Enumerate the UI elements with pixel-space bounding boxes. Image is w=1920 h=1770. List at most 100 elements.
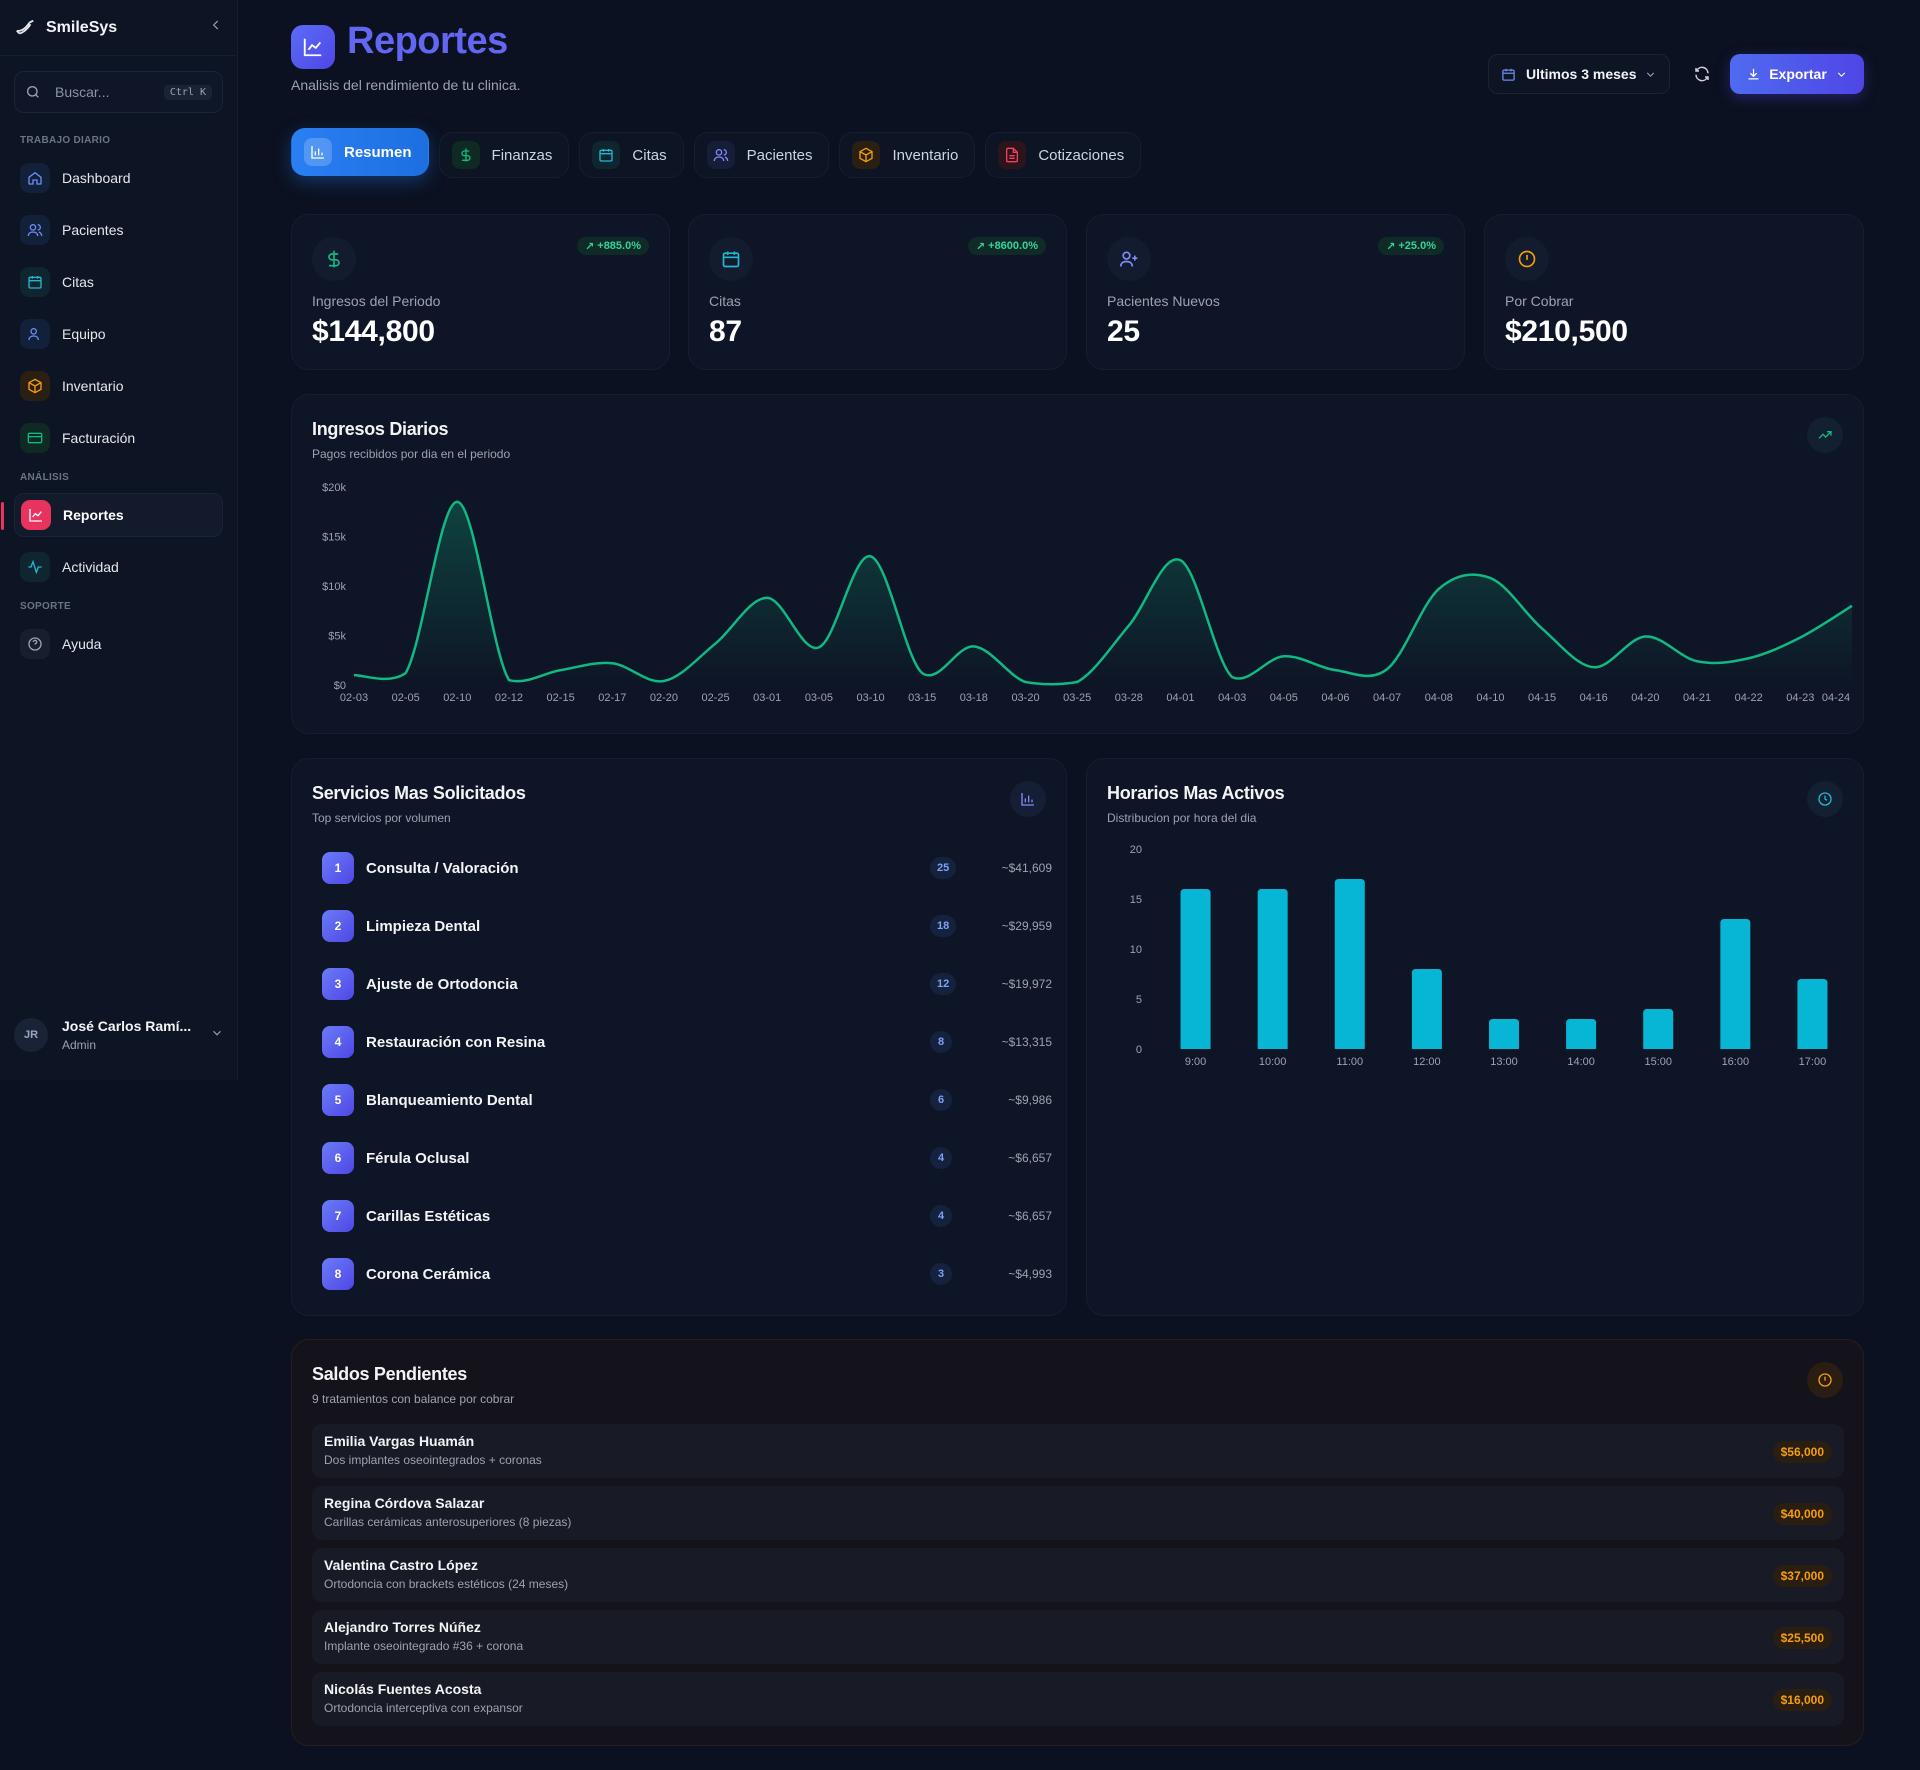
page-title-icon — [291, 25, 335, 69]
bar — [1720, 919, 1751, 1049]
rank-badge: 7 — [322, 1200, 354, 1232]
sidebar-item-actividad[interactable]: Actividad — [14, 545, 223, 589]
service-amount: ~$4,993 — [1008, 1267, 1052, 1281]
x-tick-label: 03-15 — [908, 692, 936, 704]
sidebar-item-facturacion[interactable]: Facturación — [14, 416, 223, 460]
sidebar-item-reportes[interactable]: Reportes — [1, 493, 223, 537]
activity-icon — [20, 552, 50, 582]
balance-amount: $16,000 — [1772, 1689, 1832, 1711]
x-tick-label: 02-10 — [443, 692, 471, 704]
card-title: Servicios Mas Solicitados — [312, 783, 526, 803]
x-tick-label: 04-23 — [1786, 692, 1814, 704]
patient-name: Alejandro Torres Núñez — [324, 1619, 481, 1635]
stat-card-income: ↗ +885.0% Ingresos del Periodo $144,800 — [291, 214, 670, 370]
change-badge: ↗ +25.0% — [1378, 237, 1444, 255]
sidebar-item-ayuda[interactable]: Ayuda — [14, 622, 223, 666]
balance-row[interactable]: Valentina Castro López Ortodoncia con bra… — [312, 1548, 1844, 1602]
tab-finanzas[interactable]: Finanzas — [438, 132, 570, 178]
y-tick-label: $20k — [322, 482, 346, 494]
chevron-down-icon — [1837, 71, 1845, 77]
x-tick-label: 15:00 — [1644, 1056, 1672, 1068]
stat-card-appointments: ↗ +8600.0% Citas 87 — [688, 214, 1067, 370]
sidebar-item-equipo[interactable]: Equipo — [14, 312, 223, 356]
data-point — [1024, 681, 1027, 684]
rank-badge: 6 — [322, 1142, 354, 1174]
sidebar-item-inventario[interactable]: Inventario — [14, 364, 223, 408]
bar — [1334, 879, 1365, 1049]
balance-amount: $40,000 — [1772, 1503, 1832, 1525]
search-box[interactable]: Buscar... Ctrl K — [14, 71, 223, 113]
data-point — [1592, 666, 1595, 669]
list-item: 6 Férula Oclusal 4 ~$6,657 — [322, 1141, 1052, 1175]
avatar: JR — [14, 1018, 48, 1052]
data-point — [1696, 660, 1699, 663]
balance-amount: $37,000 — [1772, 1565, 1832, 1587]
search-input[interactable]: Buscar... — [55, 84, 110, 100]
period-select[interactable]: Ultimos 3 meses — [1488, 54, 1670, 94]
data-point — [1489, 577, 1492, 580]
x-tick-label: 04-08 — [1425, 692, 1453, 704]
x-tick-label: 04-15 — [1528, 692, 1556, 704]
stat-value: $210,500 — [1505, 315, 1628, 348]
data-point — [456, 500, 459, 503]
alert-circle-icon — [1505, 237, 1549, 281]
balance-row[interactable]: Alejandro Torres Núñez Implante oseointeg… — [312, 1610, 1844, 1664]
bar — [1411, 969, 1442, 1049]
collapse-sidebar-icon[interactable] — [209, 18, 223, 37]
data-point — [1747, 657, 1750, 660]
x-tick-label: 03-05 — [805, 692, 833, 704]
calendar-icon — [20, 267, 50, 297]
user-menu[interactable]: JR José Carlos Ramí... Admin — [14, 1012, 224, 1058]
stat-card-new-patients: ↗ +25.0% Pacientes Nuevos 25 — [1086, 214, 1465, 370]
box-icon — [852, 141, 881, 169]
section-label-support: SOPORTE — [20, 601, 71, 612]
sidebar-item-label: Pacientes — [62, 222, 124, 238]
balance-row[interactable]: Regina Córdova Salazar Carillas cerámicas… — [312, 1486, 1844, 1540]
sidebar-item-citas[interactable]: Citas — [14, 260, 223, 304]
data-point — [611, 662, 614, 665]
tab-label: Finanzas — [491, 146, 553, 164]
search-shortcut: Ctrl K — [163, 84, 212, 100]
brand: SmileSys — [0, 0, 237, 56]
chart-icon — [21, 500, 51, 530]
services-card: Servicios Mas Solicitados Top servicios … — [291, 758, 1067, 1316]
x-tick-label: 9:00 — [1185, 1056, 1206, 1068]
count-badge: 3 — [930, 1263, 952, 1285]
x-tick-label: 03-01 — [753, 692, 781, 704]
x-tick-label: 02-03 — [340, 692, 368, 704]
tab-pacientes[interactable]: Pacientes — [693, 132, 830, 178]
tab-label: Citas — [632, 146, 667, 164]
users-icon — [20, 215, 50, 245]
x-tick-label: 03-20 — [1011, 692, 1039, 704]
chevron-down-icon[interactable] — [210, 1026, 224, 1045]
tab-cotizaciones[interactable]: Cotizaciones — [985, 132, 1142, 178]
balances-card: Saldos Pendientes 9 tratamientos con bal… — [291, 1339, 1864, 1746]
alert-circle-icon — [1807, 1362, 1843, 1398]
tab-label: Pacientes — [746, 146, 813, 164]
card-title: Horarios Mas Activos — [1107, 783, 1285, 803]
x-tick-label: 04-03 — [1218, 692, 1246, 704]
treatment-desc: Carillas cerámicas anterosuperiores (8 p… — [324, 1515, 572, 1529]
stat-label: Ingresos del Periodo — [312, 293, 441, 309]
bar — [1489, 1019, 1519, 1049]
x-tick-label: 02-17 — [598, 692, 626, 704]
data-point — [1282, 655, 1285, 658]
bar — [1643, 1009, 1674, 1049]
tab-resumen[interactable]: Resumen — [291, 128, 429, 176]
change-badge: ↗ +885.0% — [577, 237, 649, 255]
sidebar-item-label: Actividad — [62, 559, 119, 575]
tab-inventario[interactable]: Inventario — [839, 132, 976, 178]
report-tabs: Resumen Finanzas Citas Pacientes Inventa… — [291, 128, 1151, 178]
sidebar-item-pacientes[interactable]: Pacientes — [14, 208, 223, 252]
calendar-icon — [592, 141, 621, 169]
x-tick-label: 03-28 — [1115, 692, 1143, 704]
tab-label: Resumen — [344, 143, 412, 161]
sidebar-item-dashboard[interactable]: Dashboard — [14, 156, 223, 200]
refresh-button[interactable] — [1682, 54, 1722, 94]
balance-row[interactable]: Emilia Vargas Huamán Dos implantes oseoin… — [312, 1424, 1844, 1478]
service-name: Férula Oclusal — [366, 1149, 470, 1167]
balance-row[interactable]: Nicolás Fuentes Acosta Ortodoncia interce… — [312, 1672, 1844, 1726]
calendar-icon — [1502, 68, 1515, 81]
export-button[interactable]: Exportar — [1730, 54, 1864, 94]
tab-citas[interactable]: Citas — [579, 132, 684, 178]
